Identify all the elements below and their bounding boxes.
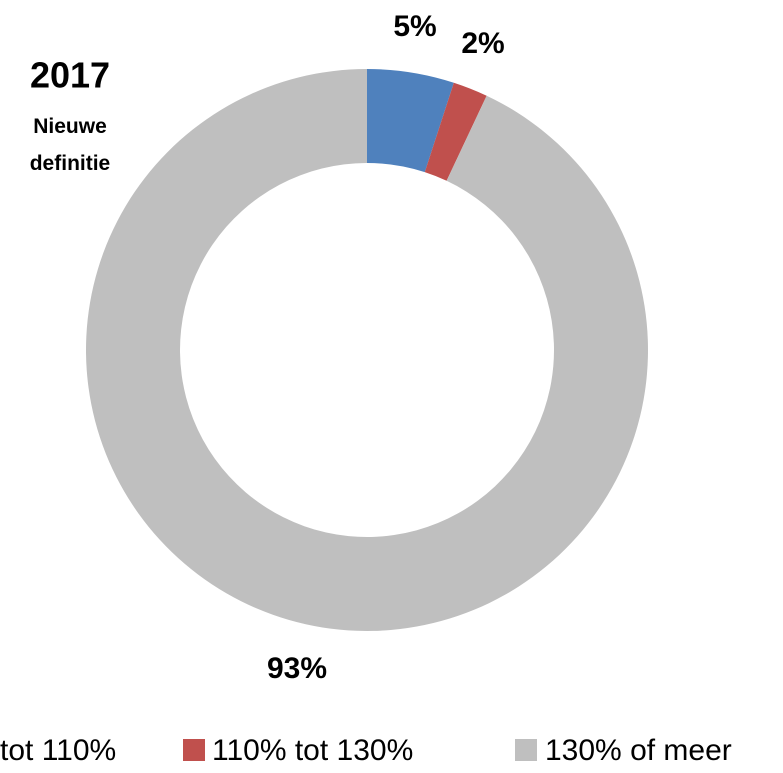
legend-swatch: [183, 739, 205, 761]
legend-label: 110% tot 130%: [212, 734, 413, 767]
chart-title: 2017: [30, 55, 110, 96]
chart-subtitle: Nieuwe definitie: [29, 115, 111, 175]
legend-label: tot 110%: [0, 734, 116, 767]
data-label: 93%: [267, 652, 327, 685]
donut-segment: [85, 69, 648, 631]
legend-label: 130% of meer: [545, 734, 732, 767]
data-label: 5%: [393, 10, 436, 43]
donut-segment: [367, 69, 454, 173]
legend-swatch: [515, 739, 537, 761]
donut-segment: [424, 82, 487, 181]
data-label: 2%: [461, 27, 504, 60]
